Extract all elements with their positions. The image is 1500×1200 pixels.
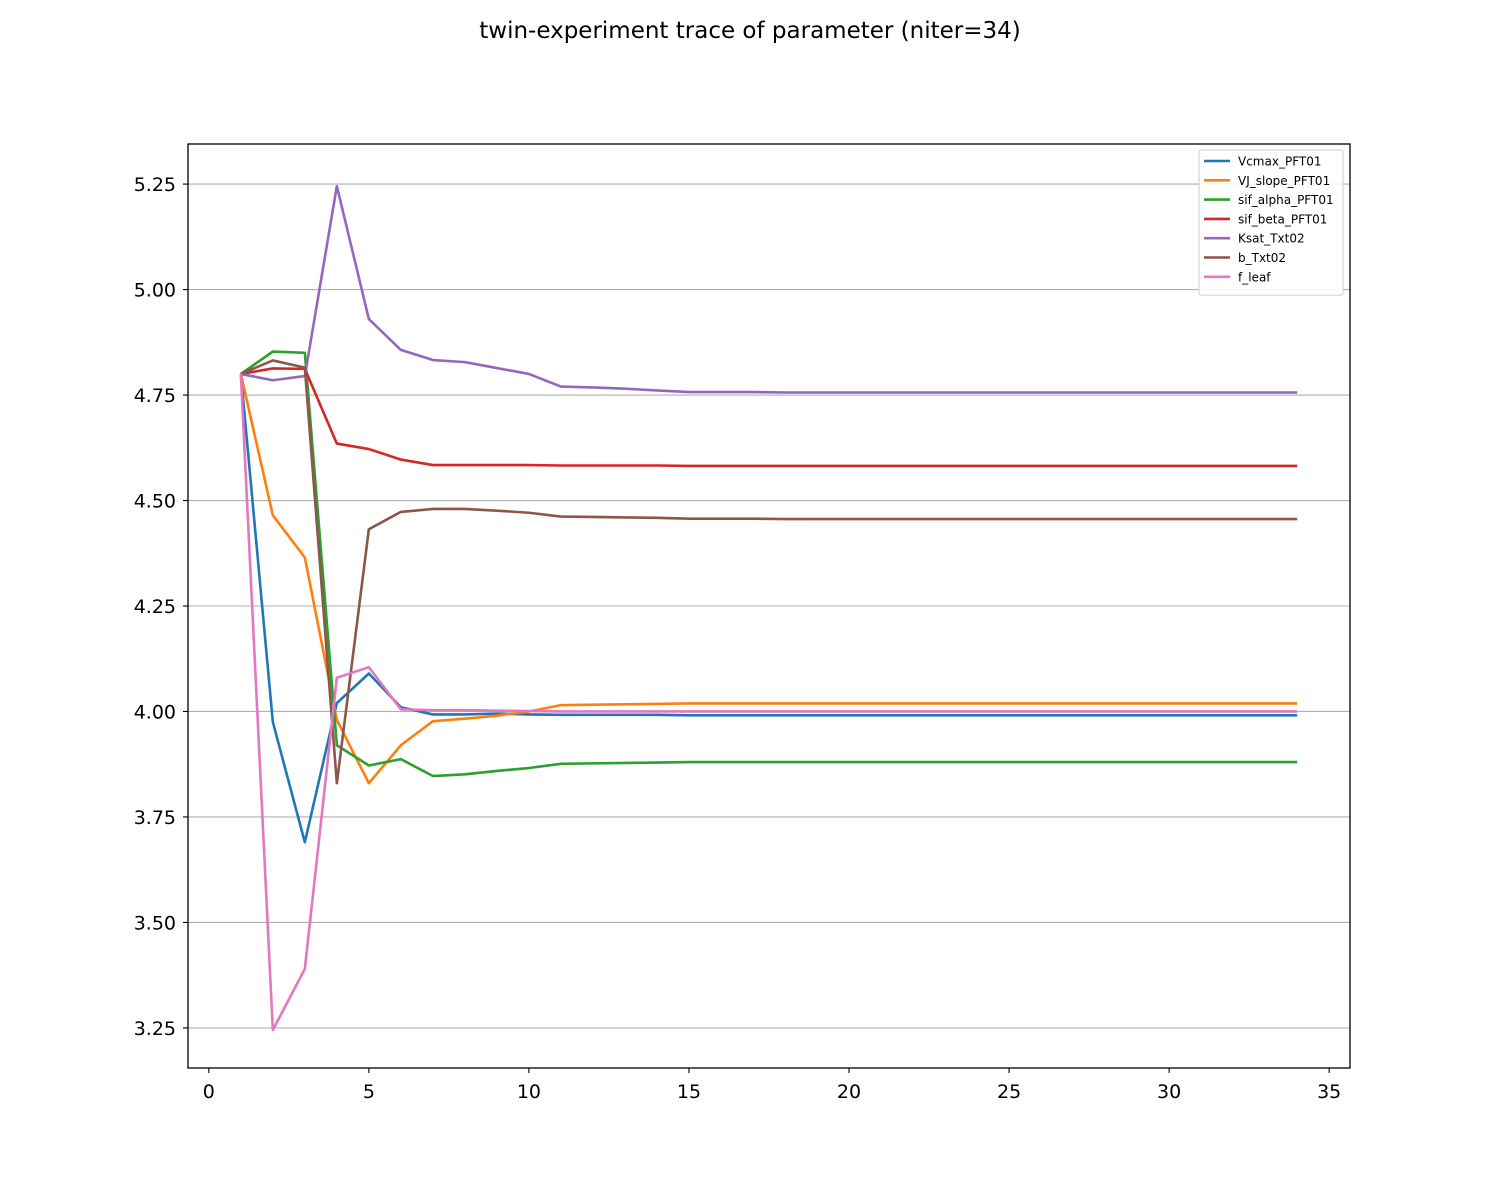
legend-entry: Ksat_Txt02 bbox=[1238, 232, 1305, 246]
y-tick-label: 3.75 bbox=[134, 807, 176, 829]
series-line-vj-slope-pft01 bbox=[239, 373, 1298, 785]
series-line-f-leaf bbox=[239, 373, 1298, 1032]
y-axis-ticks: 3.25 3.50 3.75 4.00 4.25 4.50 4.75 5.00 5.25 bbox=[134, 174, 188, 1040]
legend-entry: VJ_slope_PFT01 bbox=[1238, 174, 1330, 188]
y-tick-label: 3.25 bbox=[134, 1018, 176, 1040]
series-line-vcmax-pft01 bbox=[239, 373, 1298, 844]
x-tick-label: 5 bbox=[363, 1081, 375, 1103]
legend-entry: sif_beta_PFT01 bbox=[1238, 212, 1327, 226]
legend-entry: b_Txt02 bbox=[1238, 251, 1286, 265]
series-line-sif-beta-pft01 bbox=[240, 367, 1298, 468]
x-tick-label: 0 bbox=[203, 1081, 215, 1103]
y-tick-label: 4.75 bbox=[134, 385, 176, 407]
legend-box bbox=[1198, 149, 1344, 296]
legend-entry: Vcmax_PFT01 bbox=[1238, 155, 1321, 169]
chart-title: twin-experiment trace of parameter (nite… bbox=[479, 18, 1021, 44]
x-axis-ticks: 0 5 10 15 20 25 30 35 bbox=[203, 1068, 1341, 1103]
legend-entry: sif_alpha_PFT01 bbox=[1238, 193, 1334, 207]
y-tick-label: 5.00 bbox=[134, 280, 176, 302]
x-tick-label: 15 bbox=[677, 1081, 701, 1103]
y-tick-label: 4.00 bbox=[134, 701, 176, 723]
x-tick-label: 25 bbox=[997, 1081, 1021, 1103]
y-tick-label: 4.25 bbox=[134, 596, 176, 618]
y-tick-label: 4.50 bbox=[134, 491, 176, 513]
y-tick-label: 3.50 bbox=[134, 912, 176, 934]
legend-entry: f_leaf bbox=[1238, 270, 1271, 284]
series-lines bbox=[239, 184, 1298, 1032]
series-line-b-txt02 bbox=[240, 359, 1298, 785]
series-line-sif-alpha-pft01 bbox=[240, 350, 1298, 778]
y-tick-label: 5.25 bbox=[134, 174, 176, 196]
legend: Vcmax_PFT01 VJ_slope_PFT01 sif_alpha_PFT01… bbox=[1198, 149, 1344, 296]
x-tick-label: 10 bbox=[517, 1081, 541, 1103]
x-tick-label: 20 bbox=[837, 1081, 861, 1103]
x-tick-label: 30 bbox=[1157, 1081, 1181, 1103]
series-line-ksat-txt02 bbox=[240, 184, 1298, 394]
x-tick-label: 35 bbox=[1317, 1081, 1341, 1103]
grid-lines bbox=[188, 183, 1350, 1029]
